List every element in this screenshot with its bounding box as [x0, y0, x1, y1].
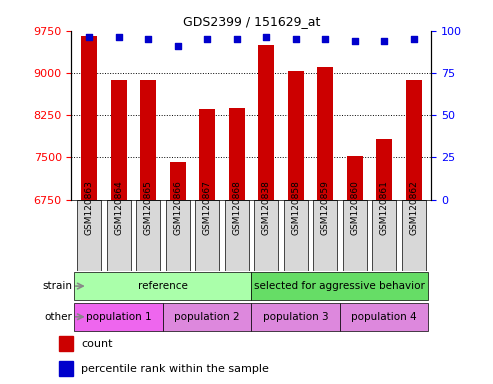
Bar [136, 200, 160, 271]
Text: count: count [81, 339, 113, 349]
Bar [258, 45, 274, 200]
Point [380, 38, 388, 44]
Point [262, 35, 270, 41]
Bar [163, 303, 251, 331]
Text: other: other [44, 312, 72, 322]
Point [174, 43, 181, 49]
Bar [77, 200, 101, 271]
Text: GSM120861: GSM120861 [380, 180, 388, 235]
Bar [74, 303, 163, 331]
Bar [199, 109, 215, 200]
Bar [59, 336, 73, 351]
Bar [402, 200, 426, 271]
Bar [254, 200, 278, 271]
Bar [406, 80, 422, 200]
Bar [106, 200, 131, 271]
Bar [170, 162, 186, 200]
Bar [283, 200, 308, 271]
Bar [376, 139, 392, 200]
Text: selected for aggressive behavior: selected for aggressive behavior [254, 281, 425, 291]
Bar [347, 156, 363, 200]
Point [144, 36, 152, 42]
Point [115, 35, 123, 41]
Text: GSM120858: GSM120858 [291, 180, 300, 235]
Point [203, 36, 211, 42]
Text: GSM120863: GSM120863 [85, 180, 94, 235]
Text: population 4: population 4 [352, 312, 417, 322]
Text: GSM120859: GSM120859 [320, 180, 330, 235]
Point [292, 36, 300, 42]
Text: GSM120864: GSM120864 [114, 180, 123, 235]
Bar [225, 200, 249, 271]
Point [410, 36, 418, 42]
Text: population 2: population 2 [175, 312, 240, 322]
Point [321, 36, 329, 42]
Bar [287, 71, 304, 200]
Bar [195, 200, 219, 271]
Text: GSM120867: GSM120867 [203, 180, 211, 235]
Bar [251, 272, 428, 300]
Bar [166, 200, 190, 271]
Text: percentile rank within the sample: percentile rank within the sample [81, 364, 269, 374]
Bar [372, 200, 396, 271]
Bar [229, 108, 245, 200]
Text: GSM120865: GSM120865 [143, 180, 153, 235]
Text: GSM120838: GSM120838 [262, 180, 271, 235]
Title: GDS2399 / 151629_at: GDS2399 / 151629_at [183, 15, 320, 28]
Bar [74, 272, 251, 300]
Bar [313, 200, 337, 271]
Text: GSM120860: GSM120860 [350, 180, 359, 235]
Text: population 3: population 3 [263, 312, 328, 322]
Bar [110, 80, 127, 200]
Text: reference: reference [138, 281, 188, 291]
Text: GSM120862: GSM120862 [409, 180, 418, 235]
Point [85, 35, 93, 41]
Text: GSM120868: GSM120868 [232, 180, 241, 235]
Text: strain: strain [42, 281, 72, 291]
Bar [140, 80, 156, 200]
Bar [340, 303, 428, 331]
Text: GSM120866: GSM120866 [173, 180, 182, 235]
Text: population 1: population 1 [86, 312, 151, 322]
Bar [81, 36, 97, 200]
Bar [251, 303, 340, 331]
Bar [317, 67, 333, 200]
Point [233, 36, 241, 42]
Point [351, 38, 358, 44]
Bar [343, 200, 367, 271]
Bar [59, 361, 73, 376]
